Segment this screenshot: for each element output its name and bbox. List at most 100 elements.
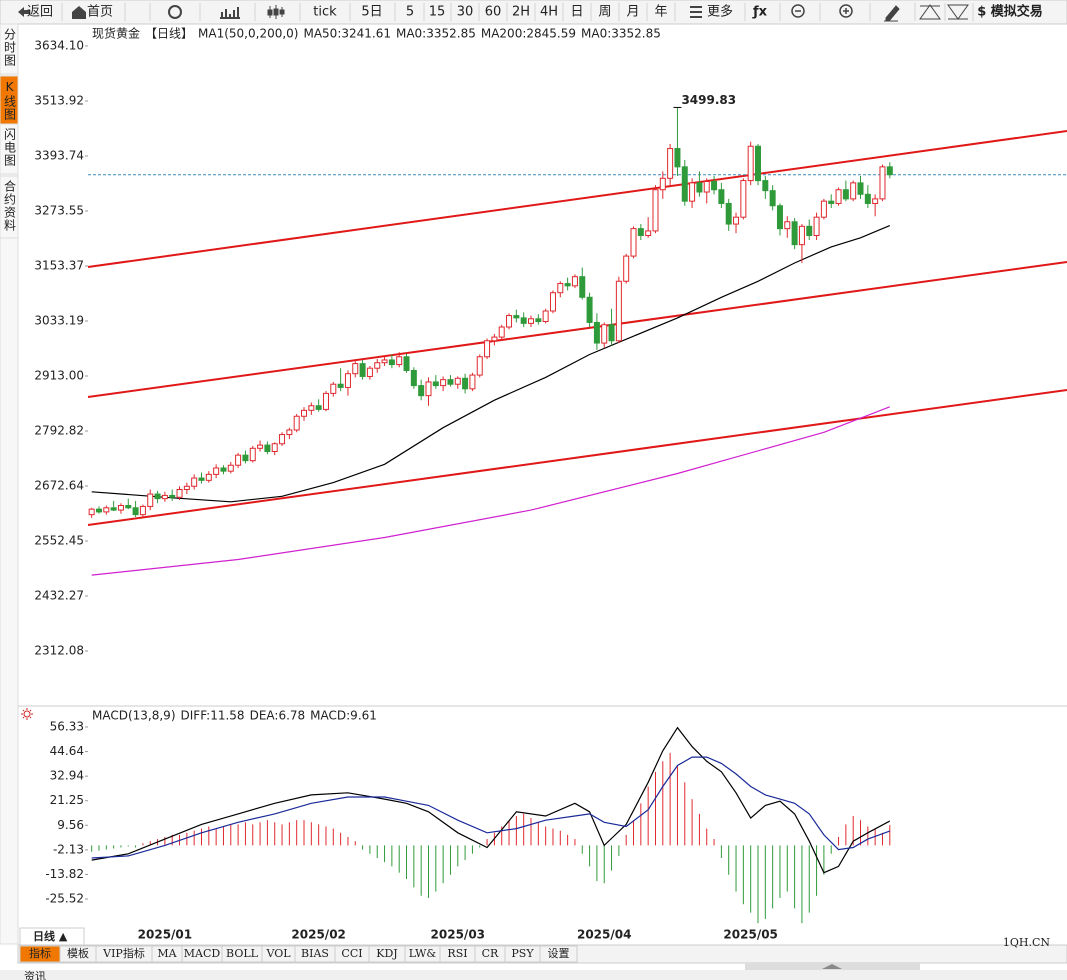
candle-body: [454, 377, 461, 385]
candle-body: [366, 367, 373, 377]
toolbar-button[interactable]: 年: [654, 5, 667, 20]
candle-body: [308, 405, 315, 411]
candle-body: [791, 221, 798, 246]
macd-tick-label: 9.56: [57, 818, 84, 832]
candle-body: [674, 148, 681, 168]
indicator-tab-label: 指标: [29, 946, 51, 960]
pen-icon[interactable]: [884, 5, 900, 22]
kline-icon[interactable]: [267, 5, 285, 19]
sidebar-tab[interactable]: [0, 175, 19, 239]
candle-body: [432, 381, 439, 387]
candle-body: [747, 145, 754, 182]
legend-item: DIFF:11.58: [181, 709, 245, 723]
toolbar-button[interactable]: 返回: [27, 5, 53, 20]
toolbar-button[interactable]: 周: [598, 5, 611, 20]
sidebar-tab[interactable]: [0, 23, 19, 75]
toolbar-button[interactable]: 5: [406, 5, 414, 20]
zoom-in-icon[interactable]: [839, 4, 853, 18]
toolbar-button[interactable]: 15: [429, 5, 446, 20]
trend-line[interactable]: [87, 389, 1067, 526]
candle-body: [205, 473, 212, 481]
macd-tick-label: 21.25: [50, 793, 84, 807]
candle-body: [147, 493, 154, 507]
tri-up-icon[interactable]: [919, 4, 941, 20]
candle-body: [176, 488, 183, 498]
y-tick-label: 2432.27: [34, 588, 84, 602]
candle-body: [872, 198, 879, 204]
candle-body: [769, 190, 776, 207]
toolbar-button[interactable]: 30: [457, 5, 474, 20]
candle-body: [528, 318, 535, 324]
candle-body: [491, 336, 498, 342]
toolbar-button[interactable]: 60: [485, 5, 502, 20]
candle-body: [279, 434, 286, 445]
indicator-tab[interactable]: [539, 945, 578, 963]
candle-body: [410, 369, 417, 387]
indicator-tab-label: CCI: [341, 947, 362, 960]
tri-down-icon[interactable]: [947, 4, 969, 20]
chart: 3634.10 3513.92 3393.74 3273.55 3153.37 3033.…: [18, 26, 1067, 942]
candle-body: [293, 415, 300, 431]
toolbar-button[interactable]: 2H: [512, 5, 530, 20]
toolbar-button[interactable]: ƒx: [752, 5, 768, 20]
candle-body: [725, 202, 732, 225]
legend-item: MA200:2845.59: [481, 27, 576, 41]
toolbar-button[interactable]: 5日: [361, 5, 382, 20]
back-icon: [18, 7, 30, 17]
candle-body: [696, 182, 703, 193]
candle-body: [586, 296, 593, 323]
indicator-icon[interactable]: [23, 710, 31, 718]
y-tick-label: 2312.08: [34, 643, 84, 657]
toolbar-button[interactable]: tick: [313, 5, 337, 20]
candle-body: [498, 326, 505, 338]
candle-body: [813, 216, 820, 236]
zoom-out-icon[interactable]: [791, 4, 805, 18]
candle-body: [718, 189, 725, 204]
candle-body: [689, 182, 696, 202]
indicator-tab-label: CR: [482, 947, 499, 960]
refresh-icon[interactable]: [168, 5, 182, 19]
candle-body: [388, 359, 395, 366]
indicator-tab-label: VIP指标: [102, 946, 145, 960]
legend-item: MA50:3241.61: [303, 27, 391, 41]
candle-body: [886, 166, 893, 176]
scroll-arrow[interactable]: [822, 964, 842, 969]
candle-body: [235, 454, 242, 466]
sidebar-label: K线图: [3, 80, 17, 121]
candle-body: [857, 182, 864, 195]
candle-body: [220, 467, 227, 472]
x-tick-label: 2025/02: [291, 928, 345, 942]
sidebar-tab[interactable]: [0, 123, 19, 175]
candle-body: [864, 193, 871, 204]
chart-icon[interactable]: [220, 7, 240, 19]
candle-body: [593, 321, 600, 344]
sidebar-label: 闪电图: [3, 128, 17, 167]
toolbar-button[interactable]: 月: [626, 5, 639, 20]
y-tick-label: 3634.10: [34, 38, 84, 52]
menu-icon[interactable]: [690, 6, 702, 18]
candle-body: [425, 381, 432, 397]
toolbar-button[interactable]: $ 模拟交易: [977, 4, 1043, 20]
toolbar-button[interactable]: 4H: [540, 5, 558, 20]
candle-body: [806, 225, 813, 236]
candle-body: [139, 505, 146, 516]
legend-item: 【日线】: [145, 27, 193, 41]
period-tab[interactable]: [19, 927, 85, 946]
sidebar-label: 合约资料: [3, 179, 17, 232]
candle-body: [381, 359, 388, 364]
macd-tick-label: 44.64: [50, 744, 84, 758]
toolbar-button[interactable]: 更多: [707, 4, 733, 20]
toolbar-button[interactable]: 首页: [87, 5, 113, 20]
candle-body: [615, 280, 622, 342]
candle-body: [754, 145, 761, 182]
period-tab-label: 日线 ▲: [33, 929, 68, 943]
candle-body: [95, 508, 102, 513]
macd-tick-label: -13.82: [45, 867, 84, 881]
candle-body: [352, 363, 359, 375]
candle-body: [571, 276, 578, 287]
candle-body: [198, 477, 205, 481]
trend-line[interactable]: [87, 130, 1067, 268]
candle-body: [213, 467, 220, 475]
trend-line[interactable]: [87, 261, 1067, 398]
toolbar-button[interactable]: 日: [570, 5, 583, 20]
